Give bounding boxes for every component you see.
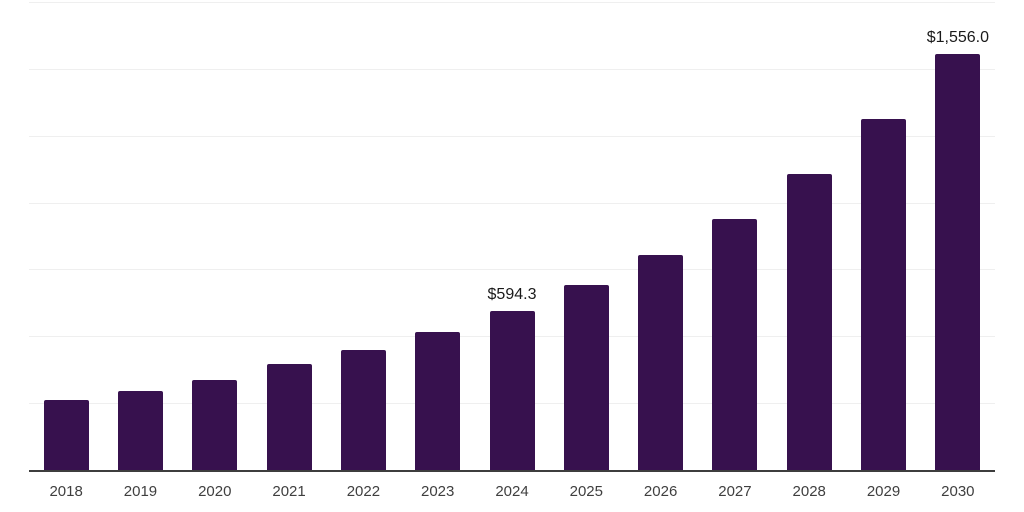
plot-area: 2018 2019 2020 2021 2022 2023 $594.3 2024 2025 20… <box>29 2 995 499</box>
x-axis-label-2024: 2024 <box>495 483 529 500</box>
x-axis-label-2022: 2022 <box>346 483 381 500</box>
bar-2024 <box>489 311 535 470</box>
gridline <box>29 269 995 271</box>
x-axis-label-2030: 2030 <box>941 483 975 500</box>
x-axis-label-2029: 2029 <box>866 483 901 500</box>
x-axis-label-2025: 2025 <box>569 483 603 500</box>
bar-2020 <box>192 380 238 470</box>
x-axis-label-2028: 2028 <box>792 483 826 500</box>
x-axis-line <box>29 470 995 472</box>
bar-value-label-2030: $1,556.0 <box>926 28 989 46</box>
x-axis-label-2023: 2023 <box>421 483 455 500</box>
x-axis-label-2018: 2018 <box>49 483 83 500</box>
bar-2023 <box>415 331 461 470</box>
x-axis-label-2020: 2020 <box>198 483 232 500</box>
bar-2022 <box>340 349 386 470</box>
gridline <box>29 2 995 3</box>
bar-2025 <box>563 285 609 470</box>
bar-2021 <box>266 363 312 470</box>
x-axis-label-2026: 2026 <box>643 483 678 500</box>
bar-2026 <box>638 255 684 470</box>
bar-2019 <box>117 391 163 470</box>
gridline <box>29 202 995 204</box>
gridline <box>29 135 995 137</box>
bar-2029 <box>861 119 907 470</box>
bar-2028 <box>786 174 832 470</box>
bar-2027 <box>712 219 758 470</box>
x-axis-label-2019: 2019 <box>123 483 158 500</box>
x-axis-label-2021: 2021 <box>272 483 306 500</box>
bar-2030 <box>935 53 981 470</box>
bar-value-label-2024: $594.3 <box>487 286 537 304</box>
x-axis-label-2027: 2027 <box>718 483 752 500</box>
gridline <box>29 68 995 70</box>
bar-2018 <box>43 400 89 470</box>
